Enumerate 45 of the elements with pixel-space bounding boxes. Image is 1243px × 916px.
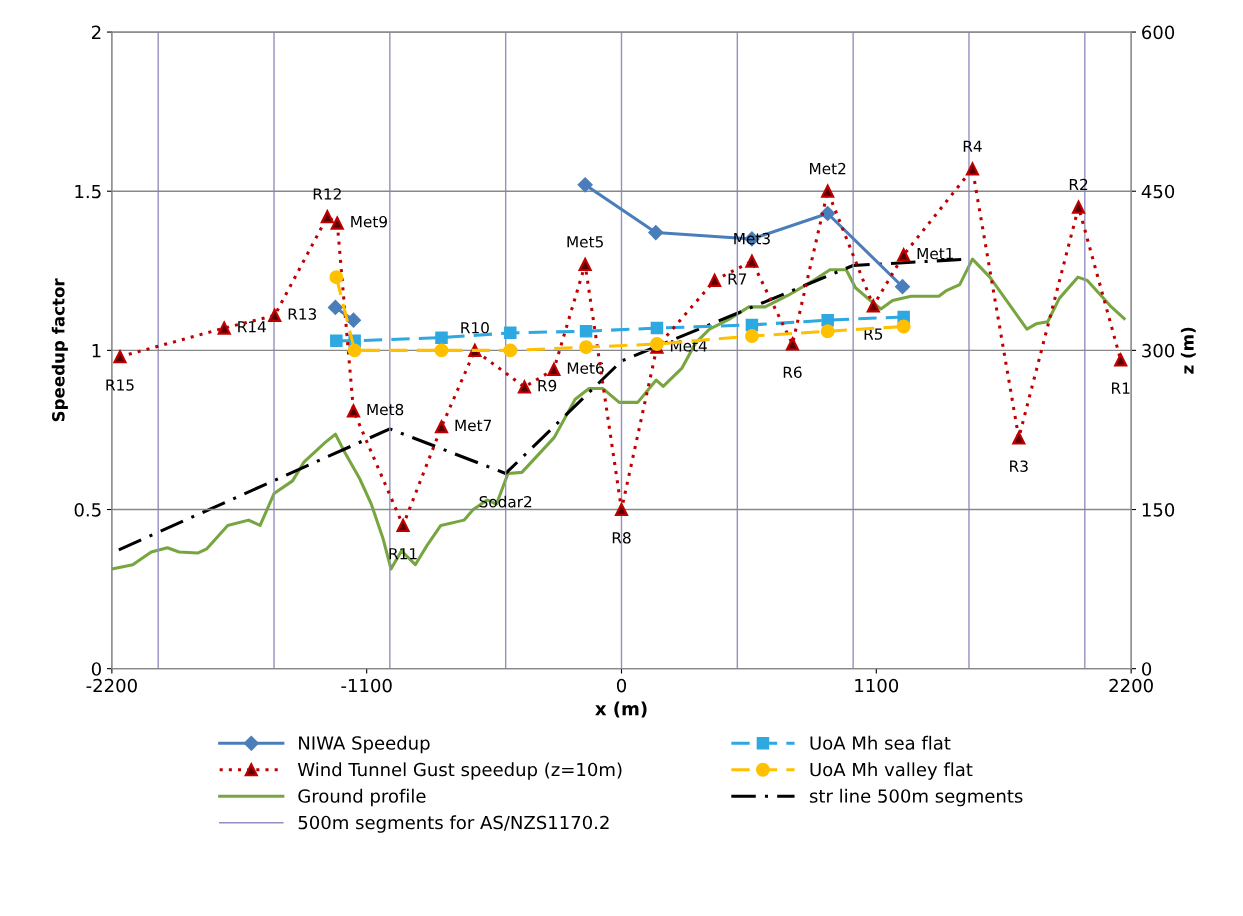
y2-tick-label: 600 <box>1142 25 1175 40</box>
y-tick-label: 1 <box>92 344 101 358</box>
y2-tick-label: 150 <box>1142 502 1175 517</box>
annotation: R10 <box>461 321 489 334</box>
annotation: Met7 <box>455 419 491 432</box>
legend-label: Ground profile <box>298 788 426 807</box>
x-tick-label: 1100 <box>855 678 899 693</box>
annotation: R9 <box>538 379 557 392</box>
y2-tick-label: 450 <box>1141 184 1175 199</box>
x-tick-label: -2200 <box>86 678 137 693</box>
x-axis-title: x (m) <box>595 701 647 718</box>
annotation: R4 <box>963 140 982 152</box>
legend-label: UoA Mh valley flat <box>810 762 973 780</box>
annotation: R13 <box>288 308 317 320</box>
legend-label: UoA Mh sea flat <box>810 735 951 750</box>
legend-label: Wind Tunnel Gust speedup (z=10m) <box>297 762 622 780</box>
annotation: Met6 <box>567 362 604 374</box>
y-axis-title: Speedup factor <box>51 278 68 422</box>
annotation: R2 <box>1069 178 1088 191</box>
annotation: R6 <box>783 366 802 379</box>
legend-label: 500m segments for AS/NZS1170.2 <box>298 815 609 833</box>
y-tick-label: 2 <box>91 25 101 39</box>
y2-tick-label: 300 <box>1142 343 1175 358</box>
y-tick-label: 0.5 <box>74 502 101 517</box>
annotation: Met2 <box>810 162 846 175</box>
y-tick-label: 1.5 <box>75 184 101 199</box>
y-tick-label: 0 <box>91 662 101 676</box>
y2-axis-title: z (m) <box>1180 327 1196 374</box>
annotation: Met5 <box>567 236 603 248</box>
annotation: R14 <box>238 321 266 333</box>
x-tick-label: 2200 <box>1109 678 1153 693</box>
annotation: R12 <box>313 188 341 200</box>
annotation: R8 <box>612 532 631 544</box>
annotation: R3 <box>1010 460 1028 472</box>
y2-tick-label: 0 <box>1142 662 1152 676</box>
legend-label: NIWA Speedup <box>299 735 430 754</box>
annotation: Met1 <box>917 247 954 260</box>
x-tick-label: -1100 <box>341 678 392 693</box>
annotation: R1 <box>1112 382 1130 394</box>
annotation: Met9 <box>351 215 387 228</box>
x-tick-label: 0 <box>616 678 627 693</box>
annotation: Met8 <box>367 403 404 416</box>
legend-label: str line 500m segments <box>809 788 1023 807</box>
annotation: R15 <box>106 379 134 391</box>
annotation: R7 <box>728 273 747 285</box>
